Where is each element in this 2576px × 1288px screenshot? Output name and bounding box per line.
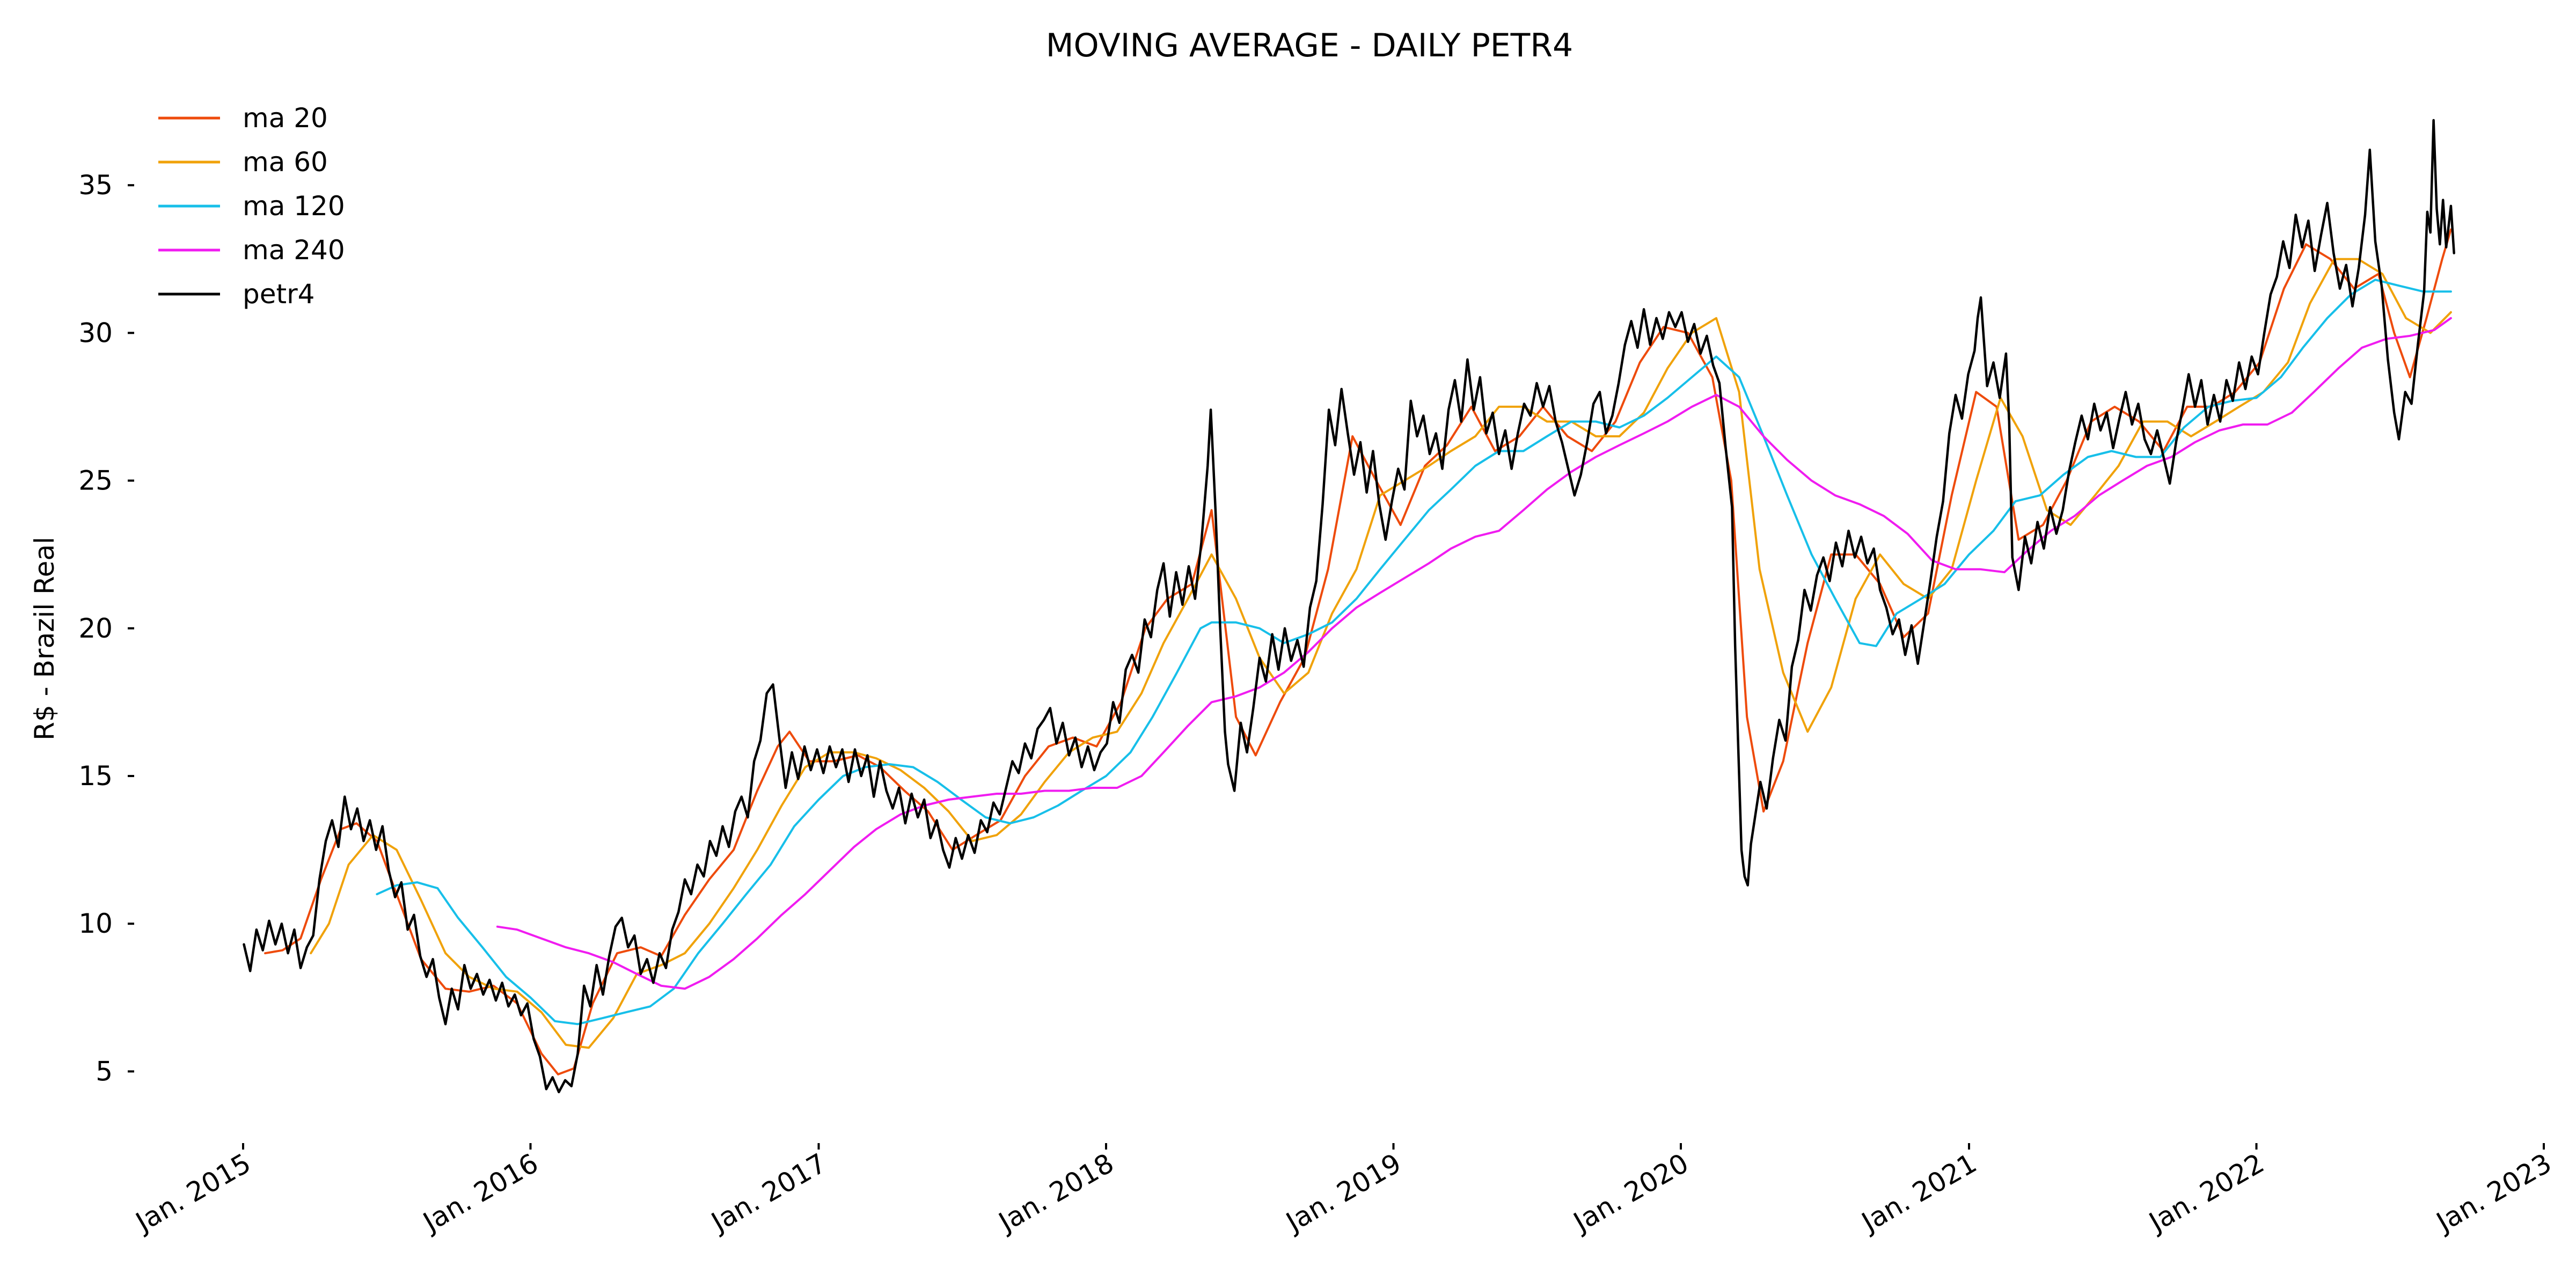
series-line-ma-120 xyxy=(376,279,2452,1026)
y-tick-label: 15 xyxy=(78,760,113,792)
legend-label-ma-240: ma 240 xyxy=(243,235,345,266)
chart-title: MOVING AVERAGE - DAILY PETR4 xyxy=(1046,27,1573,64)
y-tick-label: 20 xyxy=(78,613,113,644)
y-tick-label: 10 xyxy=(78,908,113,939)
y-axis: 5 10 15 20 25 30 35 xyxy=(78,170,134,1087)
legend: ma 20 ma 60 ma 120 ma 240 petr4 xyxy=(158,103,345,310)
y-tick-label: 25 xyxy=(78,465,113,496)
series-line-ma-60 xyxy=(310,258,2452,1049)
y-axis-label: R$ - Brazil Real xyxy=(29,537,60,741)
series-line-petr4 xyxy=(243,119,2455,1094)
legend-label-ma-20: ma 20 xyxy=(243,103,328,134)
legend-label-petr4: petr4 xyxy=(243,279,314,310)
legend-label-ma-120: ma 120 xyxy=(243,191,345,222)
y-tick-label: 35 xyxy=(78,170,113,201)
series-layer xyxy=(243,119,2455,1094)
legend-label-ma-60: ma 60 xyxy=(243,147,328,178)
y-tick-label: 5 xyxy=(96,1056,113,1087)
y-tick-label: 30 xyxy=(78,317,113,348)
series-line-ma-240 xyxy=(496,317,2452,990)
